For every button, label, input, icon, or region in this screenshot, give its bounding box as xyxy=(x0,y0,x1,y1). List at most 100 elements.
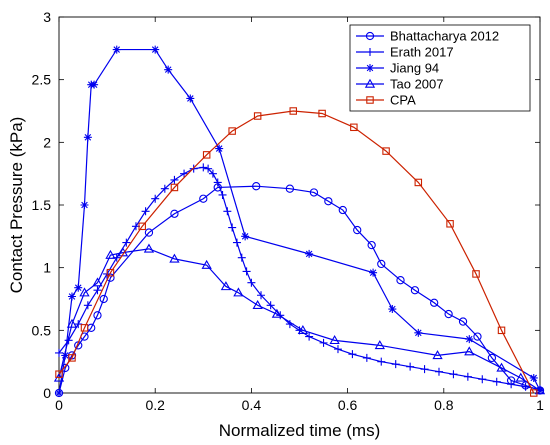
data-point-tao-2007 xyxy=(329,335,340,345)
data-point-erath-2017 xyxy=(199,163,208,172)
data-point-bhattacharya-2012 xyxy=(430,298,439,307)
data-point-bhattacharya-2012 xyxy=(367,240,376,250)
data-point-cpa xyxy=(529,389,538,397)
data-point-bhattacharya-2012 xyxy=(410,286,420,295)
data-point-tao-2007 xyxy=(66,318,78,328)
data-point-erath-2017 xyxy=(218,190,227,199)
data-point-jiang-94 xyxy=(61,351,70,360)
y-tick-label: 0 xyxy=(43,385,51,401)
data-point-jiang-94 xyxy=(388,305,397,314)
data-point-bhattacharya-2012 xyxy=(458,317,468,326)
data-point-tao-2007 xyxy=(432,350,443,360)
data-point-erath-2017 xyxy=(213,178,222,187)
legend-marker-cpa xyxy=(366,96,374,104)
data-point-tao-2007 xyxy=(496,362,507,372)
data-point-cpa xyxy=(497,326,506,335)
data-point-jiang-94 xyxy=(55,389,63,397)
data-point-cpa xyxy=(138,222,146,231)
data-point-tao-2007 xyxy=(220,281,232,291)
data-point-jiang-94 xyxy=(112,45,121,54)
data-point-bhattacharya-2012 xyxy=(396,276,405,285)
data-point-tao-2007 xyxy=(92,277,103,287)
data-point-erath-2017 xyxy=(74,320,83,329)
series-layer xyxy=(53,45,546,398)
legend-entry-bhattacharya-2012: Bhattacharya 2012 xyxy=(356,29,499,44)
data-point-erath-2017 xyxy=(434,367,443,376)
data-point-bhattacharya-2012 xyxy=(353,225,362,235)
data-point-erath-2017 xyxy=(463,372,472,381)
data-point-bhattacharya-2012 xyxy=(444,309,453,319)
data-point-bhattacharya-2012 xyxy=(473,332,482,341)
series-tao-2007 xyxy=(53,243,546,395)
data-point-cpa xyxy=(68,354,76,362)
y-tick-label: 1.5 xyxy=(32,197,52,213)
series-cpa xyxy=(55,107,538,397)
data-point-tao-2007 xyxy=(534,385,546,395)
data-point-jiang-94 xyxy=(90,80,99,89)
y-tick-label: 3 xyxy=(43,9,51,25)
legend-marker-bhattacharya-2012 xyxy=(365,31,375,41)
data-point-cpa xyxy=(80,324,89,332)
data-point-erath-2017 xyxy=(362,353,371,362)
data-point-jiang-94 xyxy=(80,201,89,209)
data-point-cpa xyxy=(350,123,358,132)
data-point-jiang-94 xyxy=(186,94,195,103)
y-axis-ticks: 0 0.5 1 1.5 2 2.5 3 xyxy=(32,9,540,401)
y-tick-label: 2 xyxy=(43,134,51,150)
y-axis-label: Contact Pressure (kPa) xyxy=(7,117,26,294)
data-point-cpa xyxy=(382,147,390,155)
data-point-erath-2017 xyxy=(170,175,179,184)
series-line-cpa xyxy=(58,110,535,394)
x-tick-label: 1 xyxy=(536,397,544,413)
data-point-bhattacharya-2012 xyxy=(144,228,154,237)
data-point-erath-2017 xyxy=(208,169,217,178)
x-tick-label: 0.6 xyxy=(338,397,358,413)
data-point-erath-2017 xyxy=(305,332,314,341)
data-point-cpa xyxy=(289,107,297,115)
series-line-bhattacharya-2012 xyxy=(58,185,541,394)
data-point-erath-2017 xyxy=(247,278,256,287)
data-point-erath-2017 xyxy=(228,223,237,232)
series-line-tao-2007 xyxy=(58,248,541,391)
data-point-erath-2017 xyxy=(478,375,487,384)
data-point-tao-2007 xyxy=(79,287,90,297)
legend-label-jiang-94: Jiang 94 xyxy=(390,61,439,76)
data-point-erath-2017 xyxy=(449,370,458,379)
x-tick-label: 0.2 xyxy=(145,397,165,413)
data-point-bhattacharya-2012 xyxy=(338,205,347,215)
data-point-jiang-94 xyxy=(151,45,160,54)
data-point-cpa xyxy=(414,178,423,187)
data-point-tao-2007 xyxy=(233,287,244,297)
data-point-erath-2017 xyxy=(492,377,501,386)
data-point-tao-2007 xyxy=(143,243,155,253)
x-tick-label: 0.4 xyxy=(242,397,262,413)
data-point-erath-2017 xyxy=(406,362,415,371)
data-point-cpa xyxy=(472,270,480,278)
legend-marker-erath-2017 xyxy=(366,48,374,56)
data-point-tao-2007 xyxy=(271,308,283,318)
data-point-erath-2017 xyxy=(266,301,275,310)
data-point-erath-2017 xyxy=(93,286,102,295)
data-point-erath-2017 xyxy=(180,169,189,178)
data-point-erath-2017 xyxy=(160,184,169,193)
data-point-tao-2007 xyxy=(515,372,526,382)
data-point-erath-2017 xyxy=(223,207,232,216)
data-point-jiang-94 xyxy=(74,283,83,292)
series-erath-2017 xyxy=(55,163,544,394)
data-point-erath-2017 xyxy=(319,338,328,347)
data-point-tao-2007 xyxy=(169,253,180,263)
y-tick-label: 2.5 xyxy=(32,72,52,88)
data-point-bhattacharya-2012 xyxy=(285,184,295,193)
data-point-bhattacharya-2012 xyxy=(199,194,208,203)
data-point-cpa xyxy=(106,268,115,277)
data-point-erath-2017 xyxy=(521,382,530,391)
data-point-bhattacharya-2012 xyxy=(170,209,179,218)
data-point-jiang-94 xyxy=(241,232,250,241)
data-point-jiang-94 xyxy=(215,144,224,153)
legend-entry-tao-2007: Tao 2007 xyxy=(356,77,444,92)
data-point-erath-2017 xyxy=(420,365,429,374)
legend-marker-jiang-94 xyxy=(366,64,374,72)
y-tick-label: 1 xyxy=(43,260,51,276)
data-point-bhattacharya-2012 xyxy=(309,188,319,197)
